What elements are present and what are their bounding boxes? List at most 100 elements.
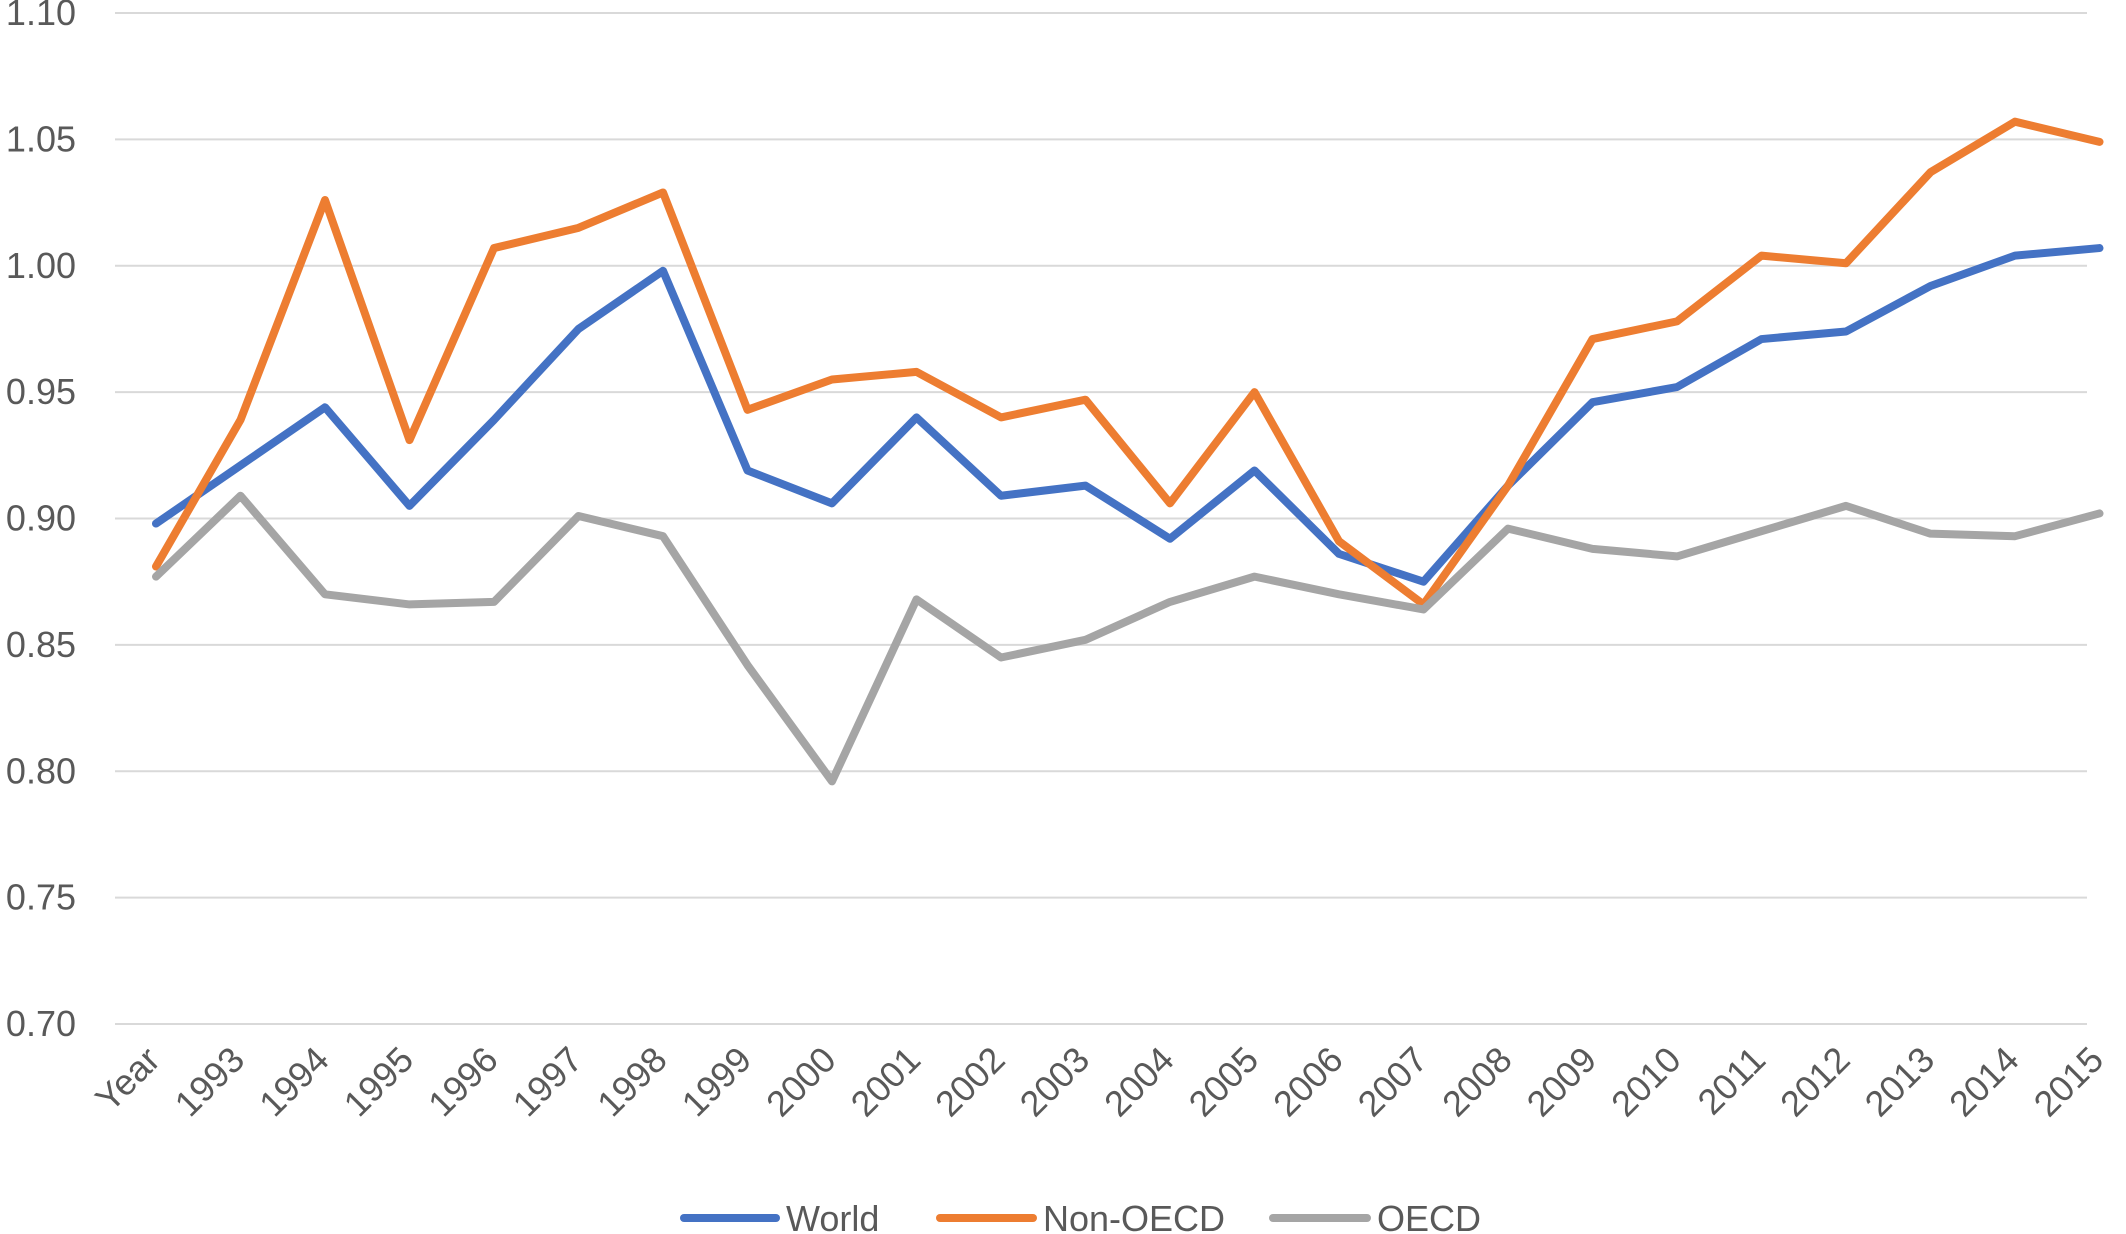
series-line (152, 491, 2104, 786)
data-point (1592, 338, 1593, 340)
data-point (1592, 548, 1593, 550)
x-tick-label: 2003 (1012, 1039, 1098, 1125)
data-point (409, 603, 410, 605)
data-point (2099, 512, 2100, 514)
data-point (1254, 469, 1255, 471)
data-point (493, 247, 495, 249)
y-tick-label: 0.75 (6, 877, 76, 918)
data-point (916, 371, 917, 373)
gridlines (115, 12, 2087, 1025)
data-point (831, 378, 833, 380)
x-tick-label: 1994 (251, 1039, 337, 1125)
data-point (155, 523, 157, 525)
x-tick-label: 2000 (758, 1039, 844, 1125)
data-point (1338, 593, 1340, 595)
x-tick-label: 2006 (1265, 1039, 1351, 1125)
x-tick-label: 2013 (1857, 1039, 1943, 1125)
x-tick-label: 2005 (1181, 1039, 1267, 1125)
data-point (2014, 535, 2016, 537)
data-point (1507, 485, 1509, 487)
data-point (155, 566, 157, 568)
data-point (1676, 555, 1678, 557)
series-line (152, 244, 2104, 586)
data-point (747, 664, 748, 666)
y-tick-label: 1.05 (6, 118, 76, 159)
x-tick-label: 2015 (2026, 1039, 2112, 1125)
data-point (578, 227, 579, 229)
data-point (324, 593, 326, 595)
data-point (1000, 495, 1002, 497)
data-point (662, 270, 664, 272)
data-point (1930, 285, 1931, 287)
data-point (1845, 505, 1847, 507)
series-line (152, 117, 2104, 609)
data-point (1930, 533, 1931, 535)
series-lines (152, 117, 2104, 786)
data-point (1761, 530, 1762, 532)
data-point (1254, 391, 1255, 393)
data-point (831, 780, 833, 782)
data-point (1423, 581, 1424, 583)
data-point (1423, 608, 1424, 610)
legend-item: World (680, 1198, 879, 1234)
data-point (493, 419, 495, 421)
legend-label: World (786, 1198, 879, 1234)
legend-label: OECD (1377, 1198, 1481, 1234)
legend: World Non-OECD OECD (680, 1198, 1481, 1234)
data-point (1254, 576, 1255, 578)
data-point (1085, 399, 1086, 401)
data-point (1676, 320, 1678, 322)
y-tick-label: 0.90 (6, 498, 76, 539)
data-point (409, 505, 410, 507)
data-point (2099, 247, 2100, 249)
data-point (747, 469, 748, 471)
data-point (1000, 416, 1002, 418)
y-tick-label: 0.85 (6, 624, 76, 665)
data-point (1761, 255, 1762, 257)
x-tick-label: 2012 (1772, 1039, 1858, 1125)
x-tick-label: 1995 (336, 1039, 422, 1125)
data-point (324, 199, 326, 201)
data-point (831, 502, 833, 504)
x-axis-tick-labels: Year199319941995199619971998199920002001… (87, 1039, 2111, 1125)
data-point (916, 598, 917, 600)
data-point (578, 515, 579, 517)
data-point (409, 439, 410, 441)
data-point (240, 464, 241, 466)
data-point (493, 601, 495, 603)
data-point (1085, 485, 1086, 487)
data-point (662, 535, 664, 537)
data-point (2014, 121, 2016, 123)
data-point (1507, 528, 1509, 530)
x-tick-label: 1993 (167, 1039, 253, 1125)
data-point (240, 419, 241, 421)
series-oecd (152, 491, 2104, 786)
x-tick-label: 2009 (1519, 1039, 1605, 1125)
x-tick-label: 2007 (1350, 1039, 1436, 1125)
legend-item: Non-OECD (936, 1198, 1225, 1234)
data-point (1169, 601, 1171, 603)
y-tick-label: 1.00 (6, 245, 76, 286)
x-tick-label: 2004 (1096, 1039, 1182, 1125)
data-point (1169, 538, 1171, 540)
data-point (2099, 141, 2100, 143)
legend-item: OECD (1269, 1198, 1481, 1234)
data-point (1085, 639, 1086, 641)
data-point (916, 416, 917, 418)
x-tick-label: 2011 (1689, 1039, 1773, 1123)
data-point (1592, 401, 1593, 403)
x-tick-label: 2002 (927, 1039, 1013, 1125)
data-point (240, 495, 241, 497)
legend-label: Non-OECD (1043, 1198, 1225, 1234)
y-tick-label: 0.95 (6, 371, 76, 412)
data-point (1845, 330, 1847, 332)
series-non-oecd (152, 117, 2104, 609)
data-point (578, 328, 579, 330)
x-tick-label: 2010 (1603, 1039, 1689, 1125)
data-point (1169, 502, 1171, 504)
data-point (1676, 386, 1678, 388)
x-tick-label: 2014 (1941, 1039, 2027, 1125)
data-point (747, 409, 748, 411)
x-tick-label: 1996 (420, 1039, 506, 1125)
